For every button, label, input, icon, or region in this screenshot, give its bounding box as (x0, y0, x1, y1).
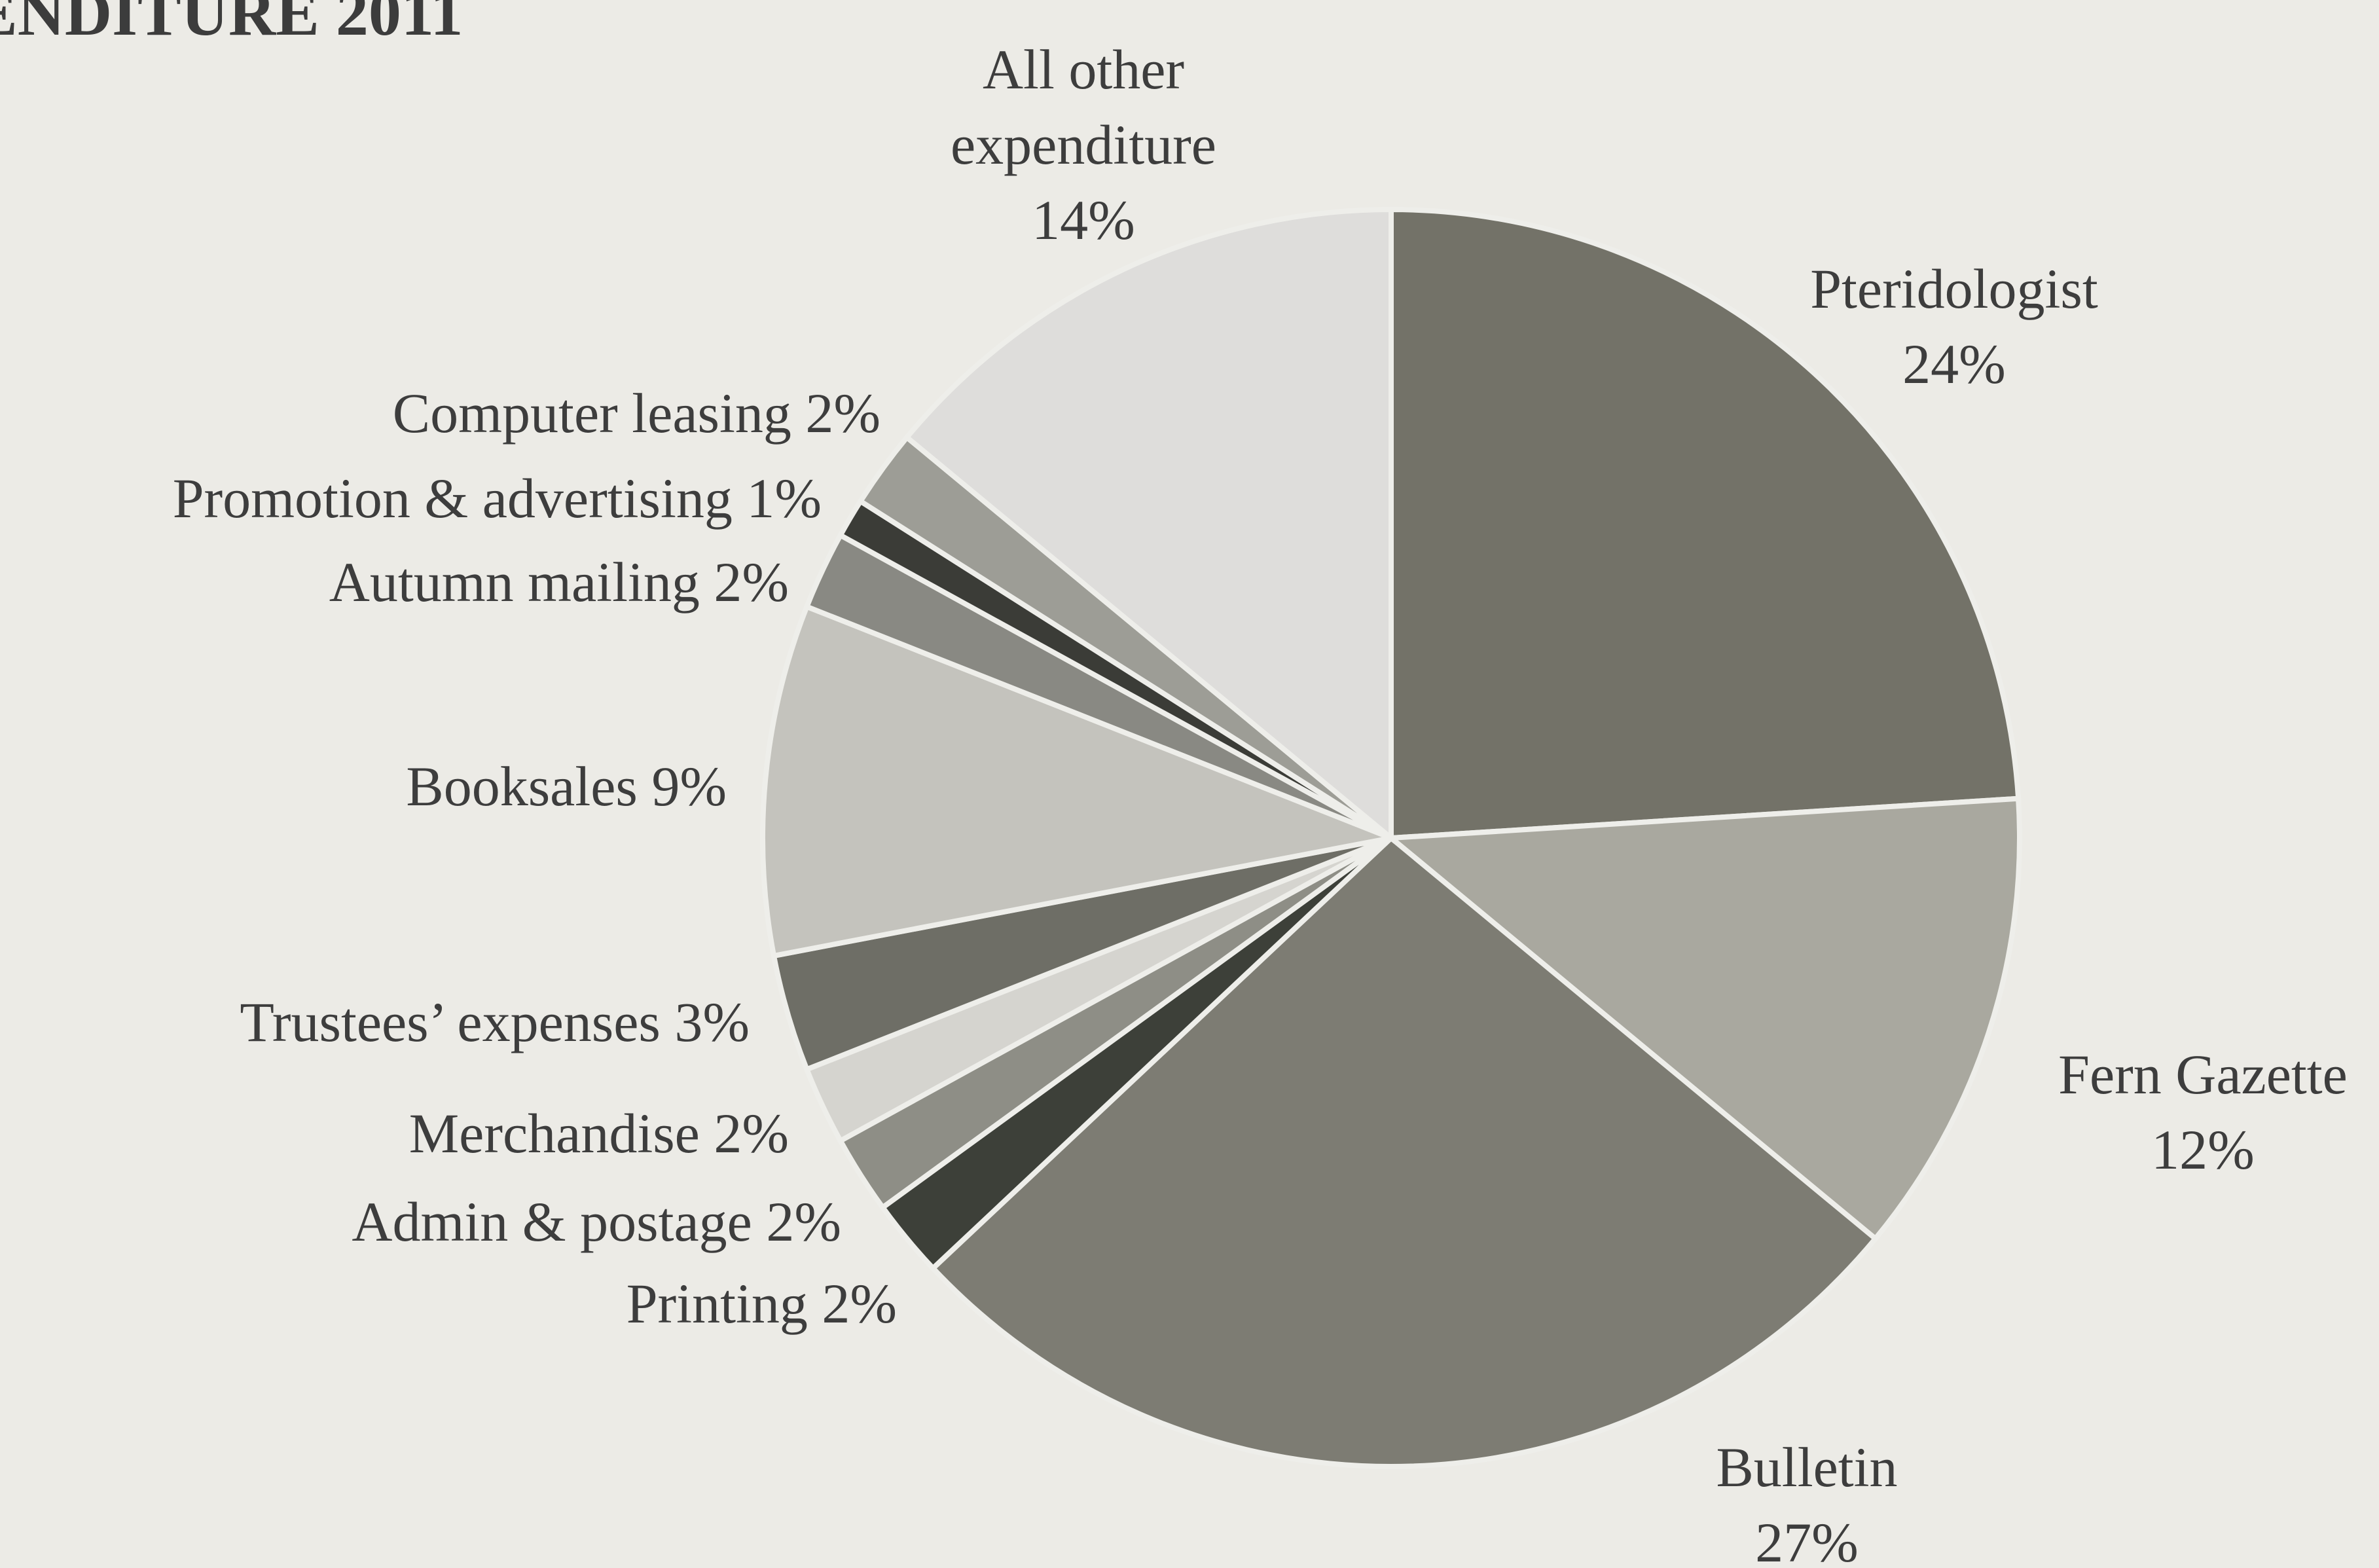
slice-label-computer-leasing: Computer leasing 2% (393, 382, 881, 445)
slice-label-line: 24% (1902, 333, 2006, 395)
slice-label-line: 14% (1032, 189, 1135, 251)
slice-label-promotion-advertising: Promotion & advertising 1% (173, 467, 822, 530)
slice-label-line: Promotion & advertising 1% (173, 467, 822, 530)
slice-label-merchandise: Merchandise 2% (409, 1102, 789, 1165)
slice-label-line: Fern Gazette (2058, 1043, 2348, 1106)
slice-label-line: Booksales 9% (406, 755, 727, 818)
slice-label-line: Merchandise 2% (409, 1102, 789, 1165)
slice-label-line: Admin & postage 2% (352, 1190, 841, 1253)
slice-label-booksales: Booksales 9% (406, 755, 727, 818)
slice-label-line: Autumn mailing 2% (329, 551, 789, 613)
slice-label-printing: Printing 2% (627, 1272, 897, 1335)
slice-label-line: Trustees’ expenses 3% (240, 991, 750, 1053)
slice-label-line: 27% (1755, 1511, 1859, 1568)
slice-label-line: 12% (2151, 1118, 2255, 1181)
slice-label-all-other-expenditure: All other expenditure 14% (951, 38, 1216, 251)
slice-label-trustees-expenses: Trustees’ expenses 3% (240, 991, 750, 1053)
pie-slices (763, 210, 2020, 1467)
slice-label-pteridologist: Pteridologist 24% (1810, 257, 2098, 395)
slice-label-autumn-mailing: Autumn mailing 2% (329, 551, 789, 613)
slice-label-fern-gazette: Fern Gazette 12% (2058, 1043, 2348, 1181)
slice-label-bulletin: Bulletin 27% (1716, 1436, 1897, 1568)
slice-label-line: All other (983, 38, 1184, 101)
slice-label-line: Printing 2% (627, 1272, 897, 1335)
slice-label-line: Computer leasing 2% (393, 382, 881, 445)
slice-label-admin-postage: Admin & postage 2% (352, 1190, 841, 1253)
slice-label-line: Bulletin (1716, 1436, 1897, 1499)
slice-label-line: Pteridologist (1810, 257, 2098, 320)
slice-label-line: expenditure (951, 113, 1216, 176)
